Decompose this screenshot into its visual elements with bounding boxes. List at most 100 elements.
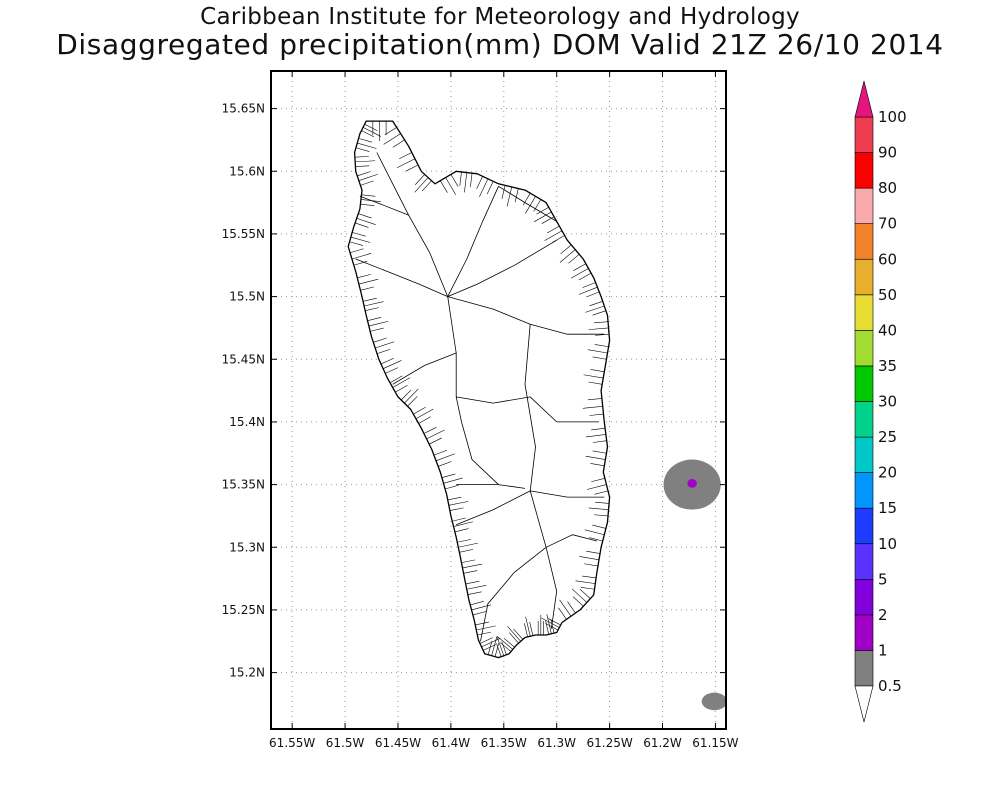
coastal-stream bbox=[375, 341, 395, 349]
coastal-stream bbox=[351, 253, 372, 260]
coastal-stream bbox=[594, 321, 609, 324]
coastal-stream bbox=[462, 563, 483, 569]
precip-area-0_5 bbox=[701, 692, 728, 711]
coastal-stream bbox=[461, 559, 476, 563]
coastal-stream bbox=[392, 139, 405, 148]
coastal-stream bbox=[360, 180, 374, 186]
coastal-stream bbox=[541, 216, 555, 224]
colorbar-label: 5 bbox=[878, 570, 888, 588]
coastal-stream bbox=[546, 614, 552, 634]
coastal-stream bbox=[365, 307, 379, 311]
colorbar-segment bbox=[854, 436, 874, 473]
coastal-stream bbox=[586, 434, 606, 438]
colorbar-label: 70 bbox=[878, 215, 897, 233]
coastal-stream bbox=[440, 180, 448, 193]
colorbar-label: 35 bbox=[878, 357, 897, 375]
colorbar-segment bbox=[854, 579, 874, 616]
coastal-stream bbox=[588, 381, 603, 385]
coastal-stream bbox=[536, 207, 549, 215]
coastal-stream bbox=[594, 514, 609, 517]
coastal-stream bbox=[585, 455, 606, 460]
coastal-stream bbox=[545, 623, 559, 631]
coastal-stream bbox=[578, 272, 592, 281]
watershed-boundary bbox=[355, 258, 448, 297]
coastal-stream bbox=[467, 591, 482, 595]
colorbar-segment bbox=[854, 258, 874, 296]
grid-lines bbox=[271, 71, 726, 729]
lon-tick-label: 61.2W bbox=[643, 736, 682, 750]
coastal-stream bbox=[491, 636, 498, 656]
coastal-stream bbox=[589, 537, 603, 542]
coastal-stream bbox=[471, 604, 491, 611]
colorbar-label: 25 bbox=[878, 428, 897, 446]
coastal-stream bbox=[453, 521, 474, 527]
coastal-stream bbox=[514, 188, 519, 203]
colorbar-segment bbox=[854, 330, 874, 367]
watershed-boundary bbox=[447, 186, 499, 297]
lon-tick-label: 61.3W bbox=[537, 736, 576, 750]
coastal-stream bbox=[533, 199, 542, 212]
lon-tick-label: 61.45W bbox=[375, 736, 421, 750]
coastal-stream bbox=[389, 375, 403, 384]
lon-tick-label: 61.5W bbox=[326, 736, 365, 750]
coastal-stream bbox=[592, 356, 607, 360]
coastal-stream bbox=[509, 632, 519, 644]
longitude-ticks: 61.55W 61.5W 61.45W 61.4W 61.35W 61.3W 61.25W 6… bbox=[269, 71, 739, 750]
coastal-stream bbox=[568, 254, 580, 264]
lat-tick-label: 15.45N bbox=[222, 352, 265, 366]
coastal-stream bbox=[384, 127, 397, 136]
coastal-stream bbox=[477, 631, 492, 636]
coastal-stream bbox=[560, 244, 572, 255]
coastal-stream bbox=[590, 369, 605, 373]
coastal-stream bbox=[433, 449, 448, 456]
coastal-stream bbox=[572, 596, 584, 607]
coastal-stream bbox=[595, 501, 610, 504]
coastal-stream bbox=[376, 348, 391, 354]
colorbar-label: 90 bbox=[878, 144, 897, 162]
coastal-stream bbox=[552, 235, 565, 243]
coastal-stream bbox=[464, 172, 468, 193]
colorbar-label: 20 bbox=[878, 464, 897, 482]
colorbar-over-arrow bbox=[854, 80, 874, 118]
coastal-stream bbox=[589, 413, 604, 416]
coastal-stream bbox=[476, 176, 483, 190]
coastal-stream bbox=[592, 440, 607, 443]
coastal-stream bbox=[470, 601, 484, 606]
coastal-stream bbox=[415, 408, 434, 420]
coastal-stream bbox=[450, 174, 459, 187]
colorbar-label: 0.5 bbox=[878, 677, 902, 695]
coastal-stream bbox=[352, 232, 366, 237]
colorbar-label: 40 bbox=[878, 321, 897, 339]
coastal-stream bbox=[380, 357, 394, 365]
coastal-stream bbox=[571, 588, 588, 603]
coastal-stream bbox=[435, 453, 455, 462]
colorbar-segment bbox=[854, 472, 874, 509]
coastal-stream bbox=[573, 263, 586, 271]
coastal-stream bbox=[423, 427, 437, 434]
coastal-stream bbox=[559, 599, 572, 617]
coastal-stream bbox=[383, 133, 401, 145]
watershed-boundary bbox=[359, 195, 409, 216]
watershed-boundary bbox=[456, 396, 599, 423]
coastal-stream bbox=[405, 164, 419, 172]
coastal-stream bbox=[383, 360, 402, 369]
coastal-stream bbox=[360, 203, 375, 207]
coastal-stream bbox=[355, 147, 370, 152]
coastal-stream bbox=[583, 374, 604, 379]
coastal-stream bbox=[481, 638, 500, 648]
colorbar-segment bbox=[854, 401, 874, 438]
coastal-stream bbox=[588, 507, 609, 510]
colorbar-segment bbox=[854, 116, 874, 153]
coastal-stream bbox=[407, 396, 418, 407]
coastal-stream bbox=[358, 278, 379, 285]
coastal-stream bbox=[559, 249, 576, 263]
coastal-stream bbox=[501, 185, 506, 200]
lon-tick-label: 61.55W bbox=[269, 736, 315, 750]
coastal-stream bbox=[364, 123, 378, 131]
lat-tick-label: 15.2N bbox=[229, 666, 265, 680]
map-subtitle: Disaggregated precipitation(mm) DOM Vali… bbox=[56, 28, 944, 61]
colorbar-segment bbox=[854, 187, 874, 224]
lat-tick-label: 15.5N bbox=[229, 290, 265, 304]
coastal-stream bbox=[438, 461, 452, 467]
coastal-stream bbox=[358, 213, 372, 219]
